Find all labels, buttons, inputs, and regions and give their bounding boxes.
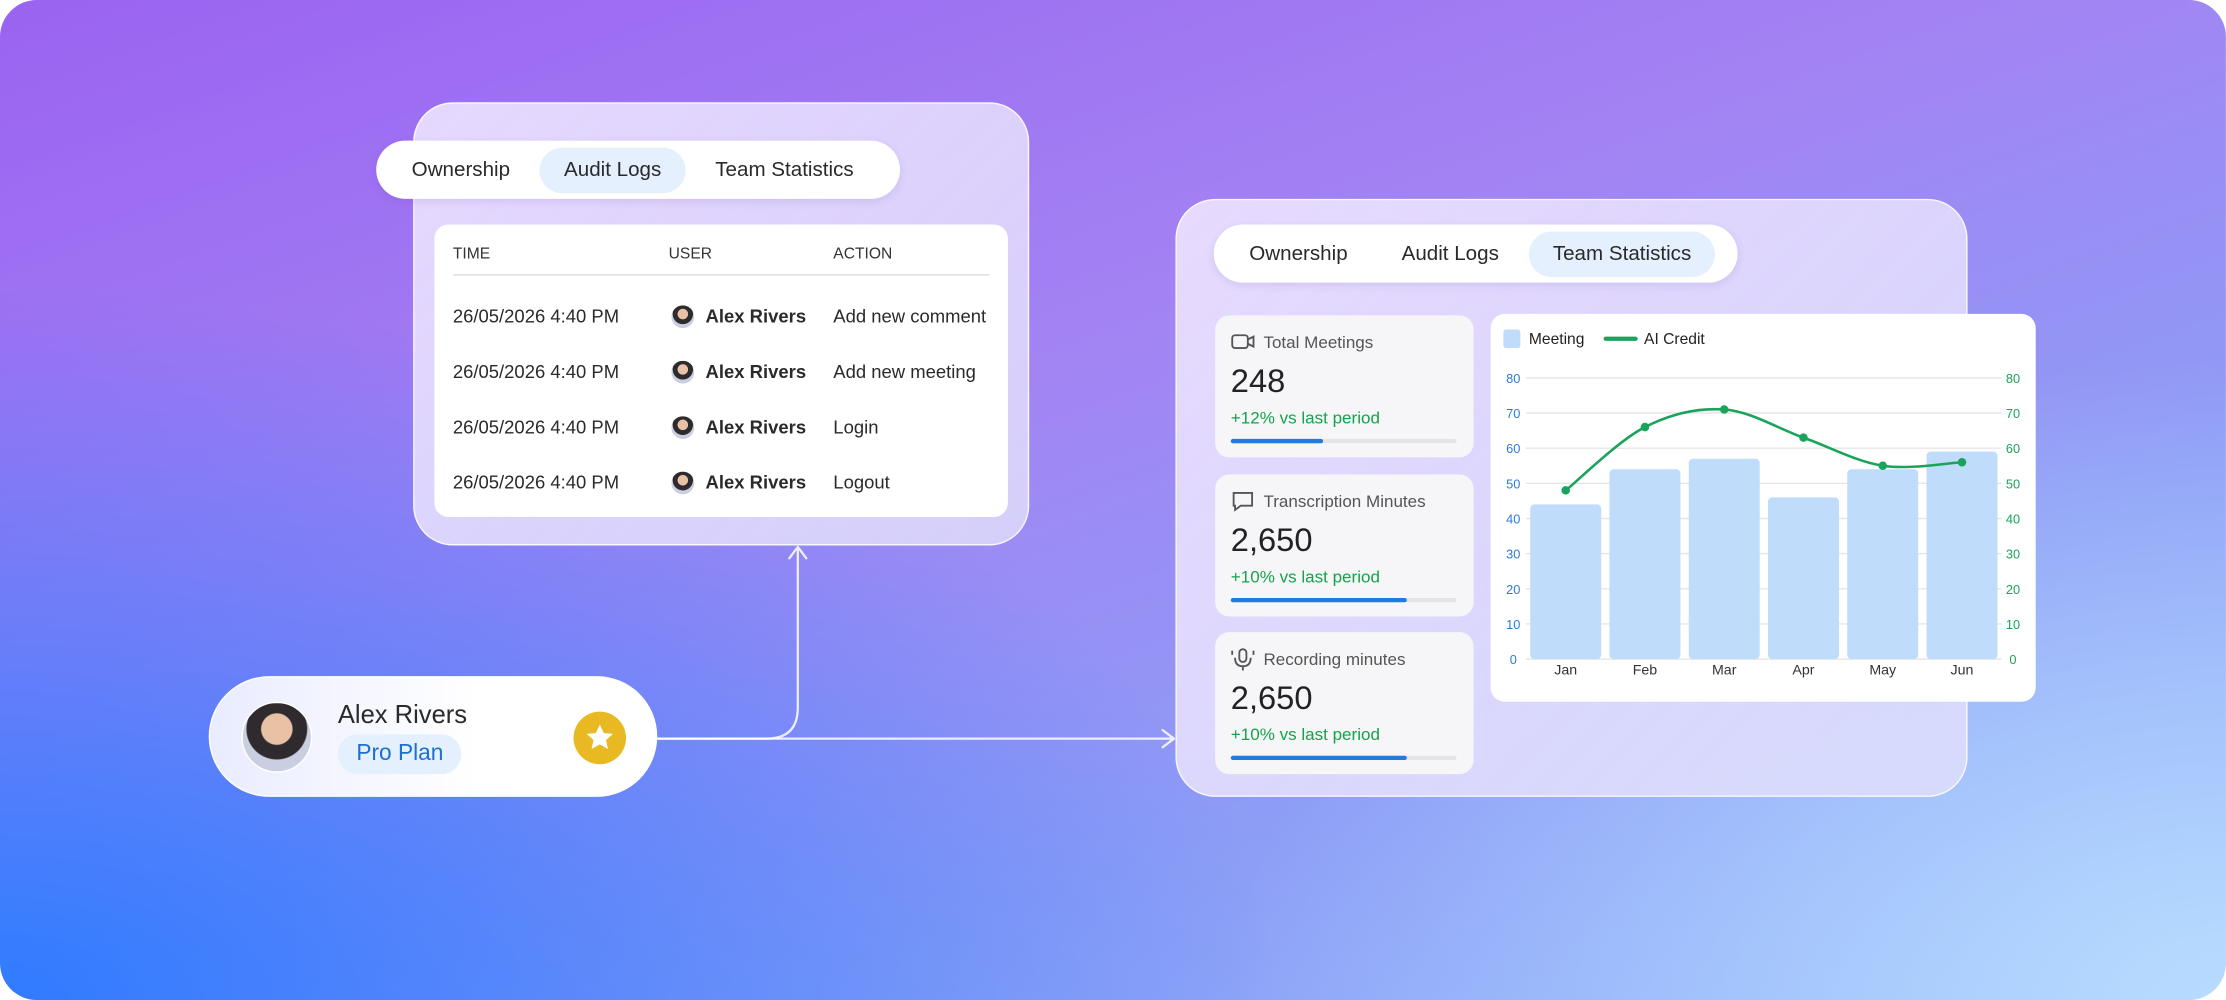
table-cell: 26/05/2026 4:40 PM (452, 305, 620, 327)
table-cell: Alex Rivers (705, 471, 807, 493)
table-cell: Add new comment (833, 305, 987, 327)
star-badge (573, 711, 627, 765)
bar (1609, 469, 1681, 660)
table-cell: Logout (833, 471, 890, 493)
y-tick-label: 80 (1506, 371, 1520, 386)
progress-track (1230, 438, 1457, 444)
bar (1530, 504, 1602, 660)
table-header: TIME (452, 245, 491, 263)
kpi-value: 2,650 (1230, 678, 1313, 716)
line-point (1719, 405, 1729, 414)
x-tick-label: Feb (1633, 663, 1658, 679)
chart: 0 10 20 30 40 50 60 70 80 0 10 20 30 40 50 60 70 80 Jan Feb… (1503, 329, 2020, 679)
avatar (670, 470, 696, 496)
x-tick-label: Jan (1554, 663, 1577, 679)
progress-bar (1230, 755, 1407, 760)
kpi-icon (1231, 648, 1257, 672)
kpi-change: +10% vs last period (1230, 566, 1380, 586)
x-tick-label: Mar (1712, 663, 1737, 679)
star-icon (586, 724, 613, 750)
avatar (241, 701, 313, 773)
table-cell: Alex Rivers (705, 305, 807, 327)
profile-name: Alex Rivers (337, 700, 468, 729)
progress-bar (1230, 438, 1324, 444)
line-point (1957, 457, 1967, 467)
y2-tick-label: 30 (2006, 547, 2020, 562)
tab[interactable]: Team Statistics (715, 158, 854, 182)
kpi-icon (1231, 489, 1257, 513)
legend-label: AI Credit (1644, 331, 1705, 348)
y-tick-label: 70 (1506, 406, 1520, 421)
y2-tick-label: 50 (2006, 476, 2020, 491)
tab-bar: Ownership Audit Logs Team Statistics (376, 140, 901, 199)
y2-tick-label: 80 (2006, 371, 2020, 386)
kpi-card: Total Meetings 248 +12% vs last period (1215, 315, 1474, 458)
bar (1688, 458, 1760, 660)
y2-tick-label: 0 (2009, 652, 2016, 667)
y-tick-label: 30 (1506, 547, 1520, 562)
bar (1767, 497, 1839, 660)
kpi-label: Transcription Minutes (1263, 490, 1426, 511)
y-tick-label: 0 (1510, 652, 1517, 667)
line-point (1561, 486, 1570, 495)
avatar (670, 414, 696, 441)
kpi-label: Total Meetings (1263, 332, 1374, 353)
tab[interactable]: Audit Logs (539, 147, 686, 193)
kpi-value: 2,650 (1230, 520, 1313, 558)
legend-swatch (1503, 329, 1521, 349)
y2-tick-label: 70 (2006, 406, 2020, 421)
table-cell: Alex Rivers (705, 360, 807, 383)
tab[interactable]: Ownership (411, 158, 511, 182)
legend-label: Meeting (1529, 331, 1585, 348)
y2-tick-label: 10 (2006, 617, 2020, 632)
table-cell: Login (833, 416, 879, 438)
table-cell: 26/05/2026 4:40 PM (452, 360, 620, 383)
icon (1231, 334, 1255, 349)
kpi-icon (1231, 331, 1257, 355)
plan-badge: Pro Plan (337, 734, 462, 775)
tab-bar: Ownership Audit Logs Team Statistics (1213, 224, 1738, 283)
kpi-change: +12% vs last period (1230, 407, 1380, 428)
line-point (1640, 422, 1650, 432)
y2-tick-label: 20 (2006, 582, 2020, 597)
icon (1231, 648, 1255, 671)
line-point (1799, 433, 1808, 442)
y2-tick-label: 40 (2006, 511, 2020, 526)
line-point (1878, 461, 1888, 471)
x-tick-label: Jun (1951, 663, 1974, 679)
y-tick-label: 50 (1506, 476, 1520, 491)
kpi-value: 248 (1230, 362, 1286, 400)
bar (1847, 469, 1919, 660)
table-header: USER (668, 245, 713, 263)
tab[interactable]: Ownership (1249, 242, 1348, 265)
audit-table: TIME USER ACTION 26/05/2026 4:40 PM Alex Riv… (434, 224, 1008, 518)
kpi-card: Recording minutes 2,650 +10% vs last perio… (1215, 632, 1474, 775)
bar (1926, 451, 1998, 660)
tab[interactable]: Team Statistics (1528, 230, 1716, 277)
kpi-card: Transcription Minutes 2,650 +10% vs last p… (1215, 473, 1474, 616)
x-tick-label: May (1869, 663, 1897, 679)
avatar (670, 303, 696, 330)
y-tick-label: 10 (1506, 617, 1520, 632)
table-cell: Alex Rivers (705, 416, 807, 438)
progress-bar (1230, 597, 1407, 602)
table-cell: 26/05/2026 4:40 PM (452, 471, 620, 493)
x-tick-label: Apr (1792, 663, 1814, 679)
kpi-label: Recording minutes (1263, 649, 1406, 670)
y-tick-label: 20 (1506, 582, 1520, 597)
table-header: ACTION (833, 245, 893, 263)
table-cell: Add new meeting (833, 360, 976, 383)
kpi-change: +10% vs last period (1230, 724, 1380, 745)
header-rule (452, 274, 990, 276)
profile-card: Alex Rivers Pro Plan (208, 676, 658, 797)
y2-tick-label: 60 (2006, 441, 2020, 456)
table-cell: 26/05/2026 4:40 PM (452, 416, 620, 438)
y-tick-label: 60 (1506, 441, 1520, 456)
icon (1232, 491, 1254, 512)
avatar (670, 359, 696, 385)
y-tick-label: 40 (1506, 511, 1520, 526)
tab[interactable]: Audit Logs (1401, 242, 1499, 265)
